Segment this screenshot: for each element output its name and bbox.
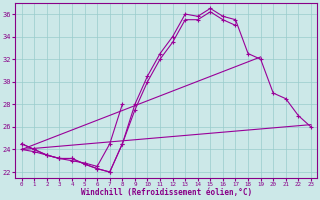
X-axis label: Windchill (Refroidissement éolien,°C): Windchill (Refroidissement éolien,°C) bbox=[81, 188, 252, 197]
